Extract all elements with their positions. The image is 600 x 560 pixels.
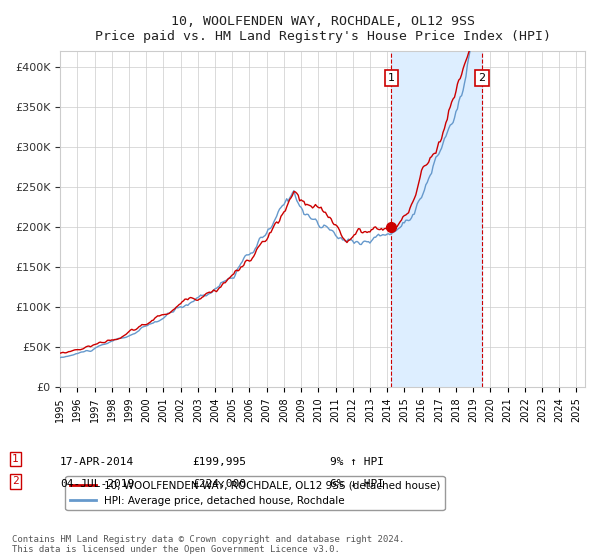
- Text: 2: 2: [478, 73, 485, 83]
- Legend: 10, WOOLFENDEN WAY, ROCHDALE, OL12 9SS (detached house), HPI: Average price, det: 10, WOOLFENDEN WAY, ROCHDALE, OL12 9SS (…: [65, 476, 445, 510]
- Text: £199,995: £199,995: [192, 457, 246, 467]
- Text: Contains HM Land Registry data © Crown copyright and database right 2024.
This d: Contains HM Land Registry data © Crown c…: [12, 535, 404, 554]
- Text: £224,000: £224,000: [192, 479, 246, 489]
- Text: 04-JUL-2019: 04-JUL-2019: [60, 479, 134, 489]
- Text: 1: 1: [12, 454, 19, 464]
- Text: 2: 2: [12, 477, 19, 487]
- Title: 10, WOOLFENDEN WAY, ROCHDALE, OL12 9SS
Price paid vs. HM Land Registry's House P: 10, WOOLFENDEN WAY, ROCHDALE, OL12 9SS P…: [95, 15, 551, 43]
- Text: 1: 1: [388, 73, 395, 83]
- Text: 6% ↓ HPI: 6% ↓ HPI: [330, 479, 384, 489]
- Text: 17-APR-2014: 17-APR-2014: [60, 457, 134, 467]
- Text: 9% ↑ HPI: 9% ↑ HPI: [330, 457, 384, 467]
- Bar: [391, 51, 482, 387]
